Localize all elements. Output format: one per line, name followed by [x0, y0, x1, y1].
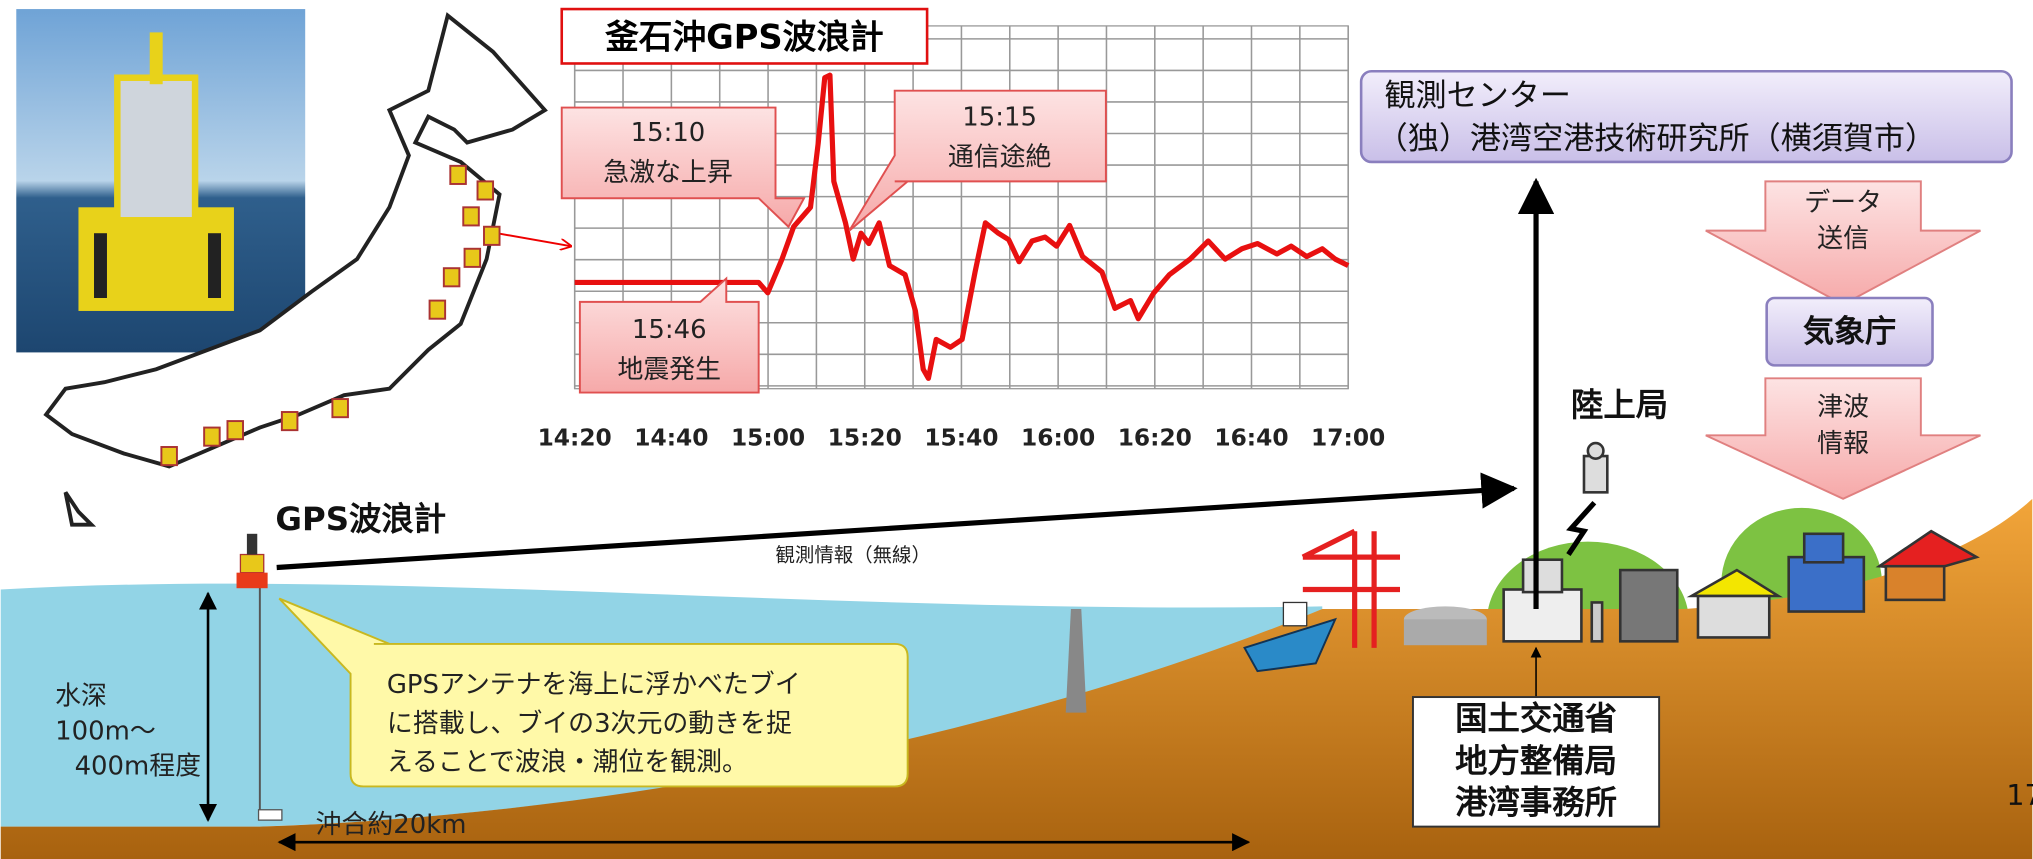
- x-tick-label: 16:40: [1214, 425, 1288, 452]
- depth-label: 400m程度: [75, 752, 202, 782]
- x-tick-label: 15:40: [924, 425, 998, 452]
- shape: [117, 78, 195, 221]
- label: 津波: [1817, 393, 1869, 423]
- shape: [444, 268, 460, 286]
- shape: [237, 573, 268, 589]
- label: 港湾事務所: [1455, 784, 1617, 822]
- shape: [1504, 590, 1582, 642]
- shape: [484, 227, 500, 245]
- shape: 14:20 14:40 15:00 15:20 15:40 16:00 16:20 16:40…: [538, 425, 1386, 452]
- label: 通信途絶: [948, 143, 1052, 173]
- shape: [94, 233, 107, 298]
- shape: [150, 32, 163, 84]
- label: 15:10: [631, 118, 706, 148]
- label: 15:46: [632, 315, 707, 345]
- office-box: 国土交通省 地方整備局 港湾事務所: [1413, 697, 1659, 827]
- x-tick-label: 17:00: [1311, 425, 1385, 452]
- label: えることで波浪・潮位を観測。: [387, 748, 748, 778]
- label: 急激な上昇: [603, 158, 733, 188]
- shape: [161, 447, 177, 465]
- shape: [463, 207, 479, 225]
- shape: [332, 399, 348, 417]
- radio-label: 観測情報（無線）: [776, 543, 931, 566]
- label: 気象庁: [1803, 314, 1896, 350]
- x-tick-label: 14:40: [634, 425, 708, 452]
- shape: [259, 810, 282, 820]
- label: GPSアンテナを海上に浮かべたブイ: [387, 670, 801, 700]
- land-station: 陸上局: [1571, 386, 1668, 424]
- shape: [1404, 619, 1487, 645]
- page-number: 17: [2006, 779, 2033, 812]
- x-tick-label: 14:20: [538, 425, 612, 452]
- jma-box: 気象庁: [1767, 298, 1933, 365]
- shape: [465, 249, 481, 267]
- shape: [1804, 534, 1843, 563]
- buoy-label: GPS波浪計: [275, 500, 446, 538]
- buoy-photo: [16, 9, 305, 352]
- shape: [1584, 456, 1607, 492]
- label: 情報: [1817, 429, 1869, 459]
- data-send-arrow: データ 送信: [1706, 181, 1981, 304]
- depth-label: 100m～: [55, 717, 156, 747]
- label: 観測センター: [1384, 78, 1570, 114]
- shape: [204, 428, 220, 446]
- shape: [450, 166, 466, 184]
- x-tick-label: 16:20: [1118, 425, 1192, 452]
- distance-label: 沖合約20km: [316, 810, 467, 840]
- slide: 釜石沖GPS波浪計 15:10 急激な上昇 15:15 通信途絶 15:46 地…: [0, 0, 2033, 859]
- shape: [208, 233, 221, 298]
- shape: [66, 492, 92, 524]
- shape: [282, 412, 298, 430]
- page: {"chart":{"title":"釜石沖GPS波浪計", "x_labels…: [0, 0, 2033, 859]
- depth-label: 水深: [55, 682, 107, 712]
- shape: [1698, 596, 1769, 637]
- label: に搭載し、ブイの3次元の動きを捉: [387, 709, 792, 739]
- wave-chart: 釜石沖GPS波浪計 15:10 急激な上昇 15:15 通信途絶 15:46 地…: [538, 9, 1386, 452]
- x-tick-label: 15:00: [731, 425, 805, 452]
- shape: [1620, 570, 1677, 641]
- center-box: 観測センター （独）港湾空港技術研究所（横須賀市）: [1361, 71, 2011, 162]
- tsunami-arrow: 津波 情報: [1706, 378, 1981, 498]
- x-tick-label: 16:00: [1021, 425, 1095, 452]
- label: データ: [1804, 188, 1882, 218]
- x-tick-label: 15:20: [828, 425, 902, 452]
- label: 15:15: [962, 102, 1037, 132]
- chart-title: 釜石沖GPS波浪計: [604, 17, 884, 56]
- label: 地震発生: [617, 355, 721, 385]
- shape: [1592, 602, 1602, 641]
- label: 国土交通省: [1455, 699, 1617, 737]
- shape: [247, 534, 257, 555]
- shape: [1588, 443, 1604, 459]
- shape: [227, 421, 243, 439]
- shape: [240, 555, 263, 573]
- shape: [1283, 602, 1306, 625]
- shape: [1886, 566, 1944, 600]
- label: 送信: [1817, 224, 1869, 254]
- shape: [497, 233, 571, 246]
- shape: [478, 181, 494, 199]
- shape: [430, 301, 446, 319]
- shape: [1789, 557, 1864, 611]
- label: （独）港湾空港技術研究所（横須賀市）: [1377, 121, 1936, 157]
- shape: [1523, 560, 1562, 592]
- label: 地方整備局: [1455, 742, 1617, 780]
